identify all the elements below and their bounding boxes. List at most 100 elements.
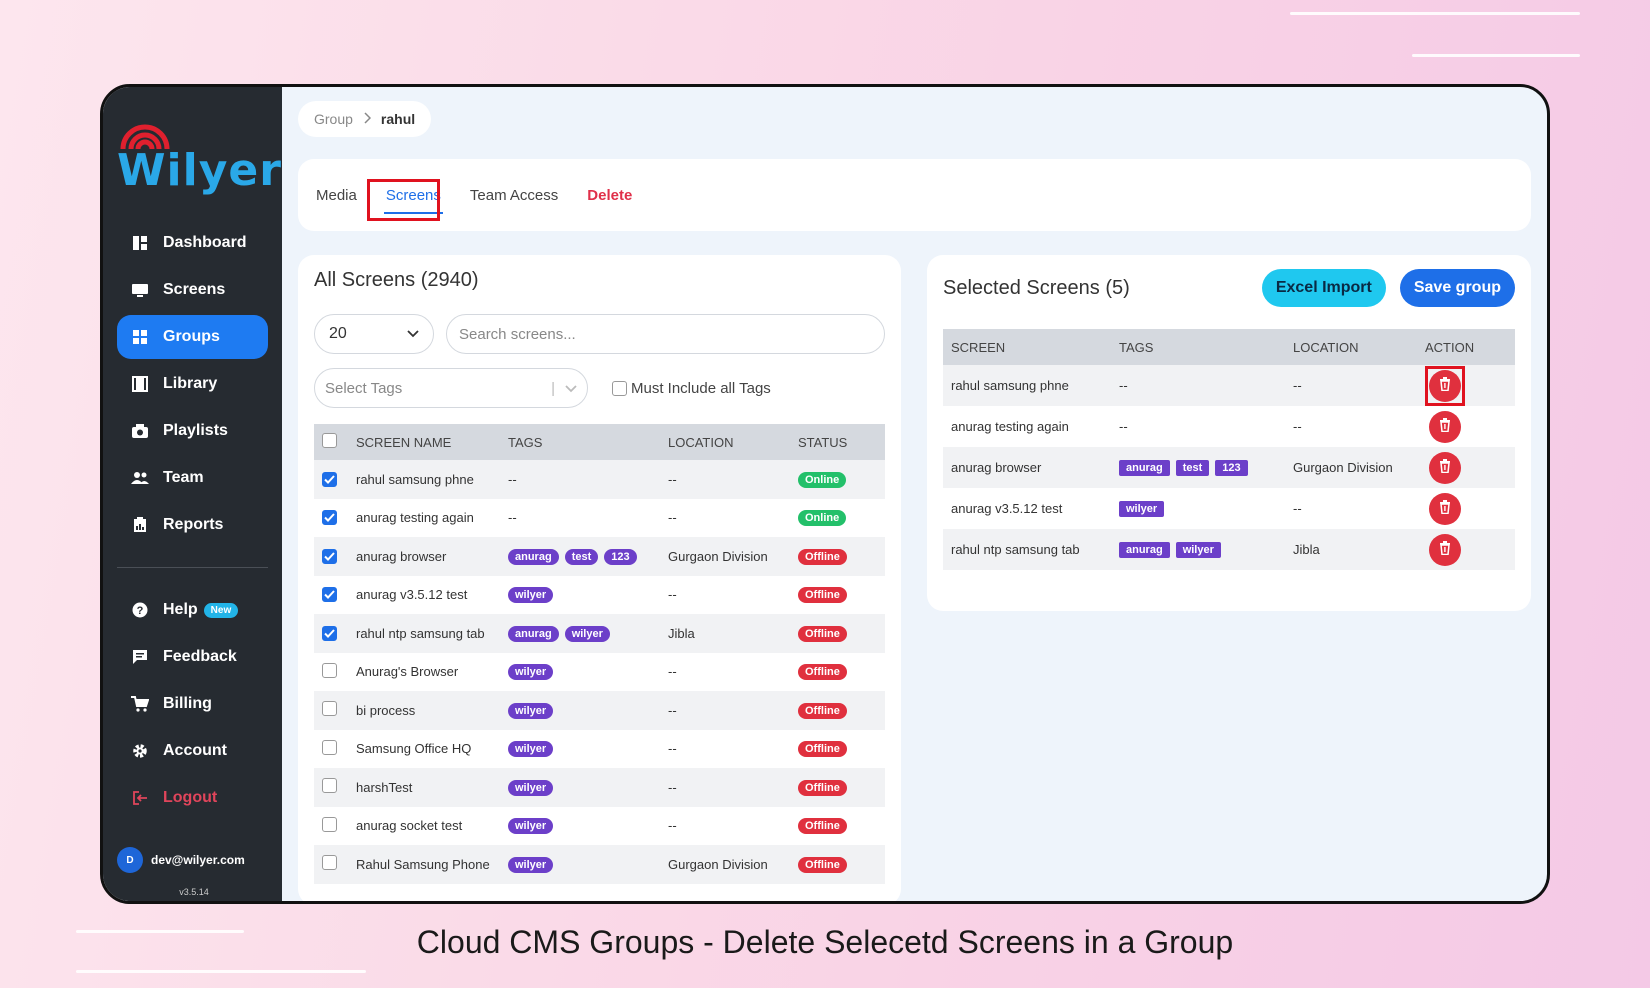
status-cell: Offline — [790, 691, 885, 730]
tab-screens[interactable]: Screens — [383, 181, 443, 214]
sidebar-item-playlists[interactable]: Playlists — [117, 409, 268, 453]
col-screen[interactable]: SCREEN — [943, 329, 1111, 365]
must-include-tags-checkbox[interactable]: Must Include all Tags — [612, 380, 771, 397]
row-checkbox[interactable] — [322, 662, 337, 678]
row-checkbox[interactable] — [322, 778, 337, 794]
tags-cell: wilyer — [500, 730, 660, 769]
sidebar-item-help[interactable]: ? Help New — [117, 588, 268, 632]
tags-select[interactable]: Select Tags | — [314, 368, 588, 408]
col-tags[interactable]: TAGS — [500, 424, 660, 460]
table-row[interactable]: anurag testing again -- -- Online — [314, 499, 885, 538]
all-screens-title: All Screens (2940) — [314, 269, 479, 291]
row-checkbox[interactable] — [322, 471, 337, 487]
location: -- — [668, 587, 677, 603]
location: -- — [668, 741, 677, 757]
col-tags[interactable]: TAGS — [1111, 329, 1285, 365]
location: -- — [660, 460, 790, 499]
row-select-cell — [314, 576, 348, 615]
screen-name: anurag browser — [943, 447, 1111, 488]
table-row[interactable]: anurag browser anurag test 123 Gurgaon Divis… — [314, 537, 885, 576]
main-nav: Dashboard Screens Groups Library Playlists Te… — [103, 221, 282, 547]
sidebar-item-groups[interactable]: Groups — [117, 315, 268, 359]
tab-delete[interactable]: Delete — [587, 186, 633, 204]
save-group-button[interactable]: Save group — [1399, 269, 1515, 307]
delete-button[interactable] — [1429, 369, 1461, 402]
screen-name: rahul samsung phne — [943, 365, 1111, 406]
sidebar-item-dashboard[interactable]: Dashboard — [117, 221, 268, 265]
page-size-select[interactable]: 20 — [314, 314, 434, 354]
sidebar-item-account[interactable]: Account — [117, 729, 268, 773]
row-checkbox[interactable] — [322, 701, 337, 717]
sidebar-item-label: Help — [163, 601, 198, 618]
sidebar-item-library[interactable]: Library — [117, 362, 268, 406]
camera-icon — [131, 422, 149, 440]
table-row[interactable]: rahul samsung phne -- -- Online — [314, 460, 885, 499]
status-badge: Online — [798, 471, 847, 488]
tags-cell: wilyer — [1111, 488, 1285, 529]
all-screens-panel: All Screens (2940) 20 Search screens... … — [298, 255, 901, 901]
action-cell — [1417, 529, 1515, 570]
sidebar-item-label: Library — [163, 375, 218, 392]
sidebar-item-billing[interactable]: Billing — [117, 682, 268, 726]
delete-button[interactable] — [1429, 492, 1461, 525]
sidebar-item-logout[interactable]: Logout — [117, 776, 268, 820]
table-row[interactable]: anurag socket test wilyer -- Offline — [314, 807, 885, 846]
status-badge: Offline — [798, 779, 847, 796]
row-checkbox[interactable] — [322, 739, 337, 755]
row-checkbox[interactable] — [322, 816, 337, 832]
table-row[interactable]: Rahul Samsung Phone wilyer Gurgaon Divisio… — [314, 845, 885, 884]
delete-button[interactable] — [1429, 451, 1461, 484]
tags-cell: -- — [1111, 406, 1285, 447]
tag-badge: anurag — [1119, 460, 1170, 476]
excel-import-button[interactable]: Excel Import — [1261, 269, 1386, 307]
empty-tags: -- — [508, 471, 517, 487]
chevron-down-icon — [407, 325, 419, 343]
col-status[interactable]: STATUS — [790, 424, 885, 460]
checkbox-icon[interactable] — [612, 380, 627, 396]
tag-badge: wilyer — [1175, 542, 1221, 558]
row-checkbox[interactable] — [322, 510, 337, 526]
tab-media[interactable]: Media — [316, 186, 357, 204]
table-row[interactable]: bi process wilyer -- Offline — [314, 691, 885, 730]
screen-name: bi process — [348, 691, 500, 730]
row-checkbox[interactable] — [322, 625, 337, 641]
table-row[interactable]: Samsung Office HQ wilyer -- Offline — [314, 730, 885, 769]
row-select-cell — [314, 807, 348, 846]
trash-icon — [1439, 418, 1451, 435]
gear-icon — [131, 742, 149, 760]
table-row[interactable]: harshTest wilyer -- Offline — [314, 768, 885, 807]
tags-cell: wilyer — [500, 768, 660, 807]
sidebar-item-screens[interactable]: Screens — [117, 268, 268, 312]
select-all-checkbox[interactable] — [322, 433, 337, 448]
screen-name: rahul samsung phne — [348, 460, 500, 499]
search-input[interactable]: Search screens... — [446, 314, 885, 354]
sidebar-item-team[interactable]: Team — [117, 456, 268, 500]
delete-button[interactable] — [1429, 410, 1461, 443]
col-location[interactable]: LOCATION — [1285, 329, 1417, 365]
row-checkbox[interactable] — [322, 587, 337, 603]
breadcrumb-parent[interactable]: Group — [314, 111, 353, 127]
search-placeholder: Search screens... — [459, 325, 576, 343]
col-screen-name[interactable]: SCREEN NAME — [348, 424, 500, 460]
col-location[interactable]: LOCATION — [660, 424, 790, 460]
screen-name: anurag browser — [348, 537, 500, 576]
delete-button[interactable] — [1429, 533, 1461, 566]
location: -- — [668, 818, 677, 834]
sidebar-item-feedback[interactable]: Feedback — [117, 635, 268, 679]
row-select-cell — [314, 691, 348, 730]
row-checkbox[interactable] — [322, 855, 337, 871]
table-row[interactable]: Anurag's Browser wilyer -- Offline — [314, 653, 885, 692]
row-checkbox[interactable] — [322, 548, 337, 564]
user-profile[interactable]: D dev@wilyer.com — [117, 847, 245, 873]
sidebar-item-reports[interactable]: Reports — [117, 503, 268, 547]
tags-cell: wilyer — [500, 576, 660, 615]
location: -- — [660, 768, 790, 807]
location: Jibla — [1285, 529, 1417, 570]
film-icon — [131, 375, 149, 393]
location: Jibla — [660, 614, 790, 653]
table-row[interactable]: anurag v3.5.12 test wilyer -- Offline — [314, 576, 885, 615]
cart-icon — [131, 695, 149, 713]
tab-team-access[interactable]: Team Access — [469, 186, 559, 204]
tag-badge: anurag — [1119, 542, 1170, 558]
table-row[interactable]: rahul ntp samsung tab anurag wilyer Jibla Of… — [314, 614, 885, 653]
